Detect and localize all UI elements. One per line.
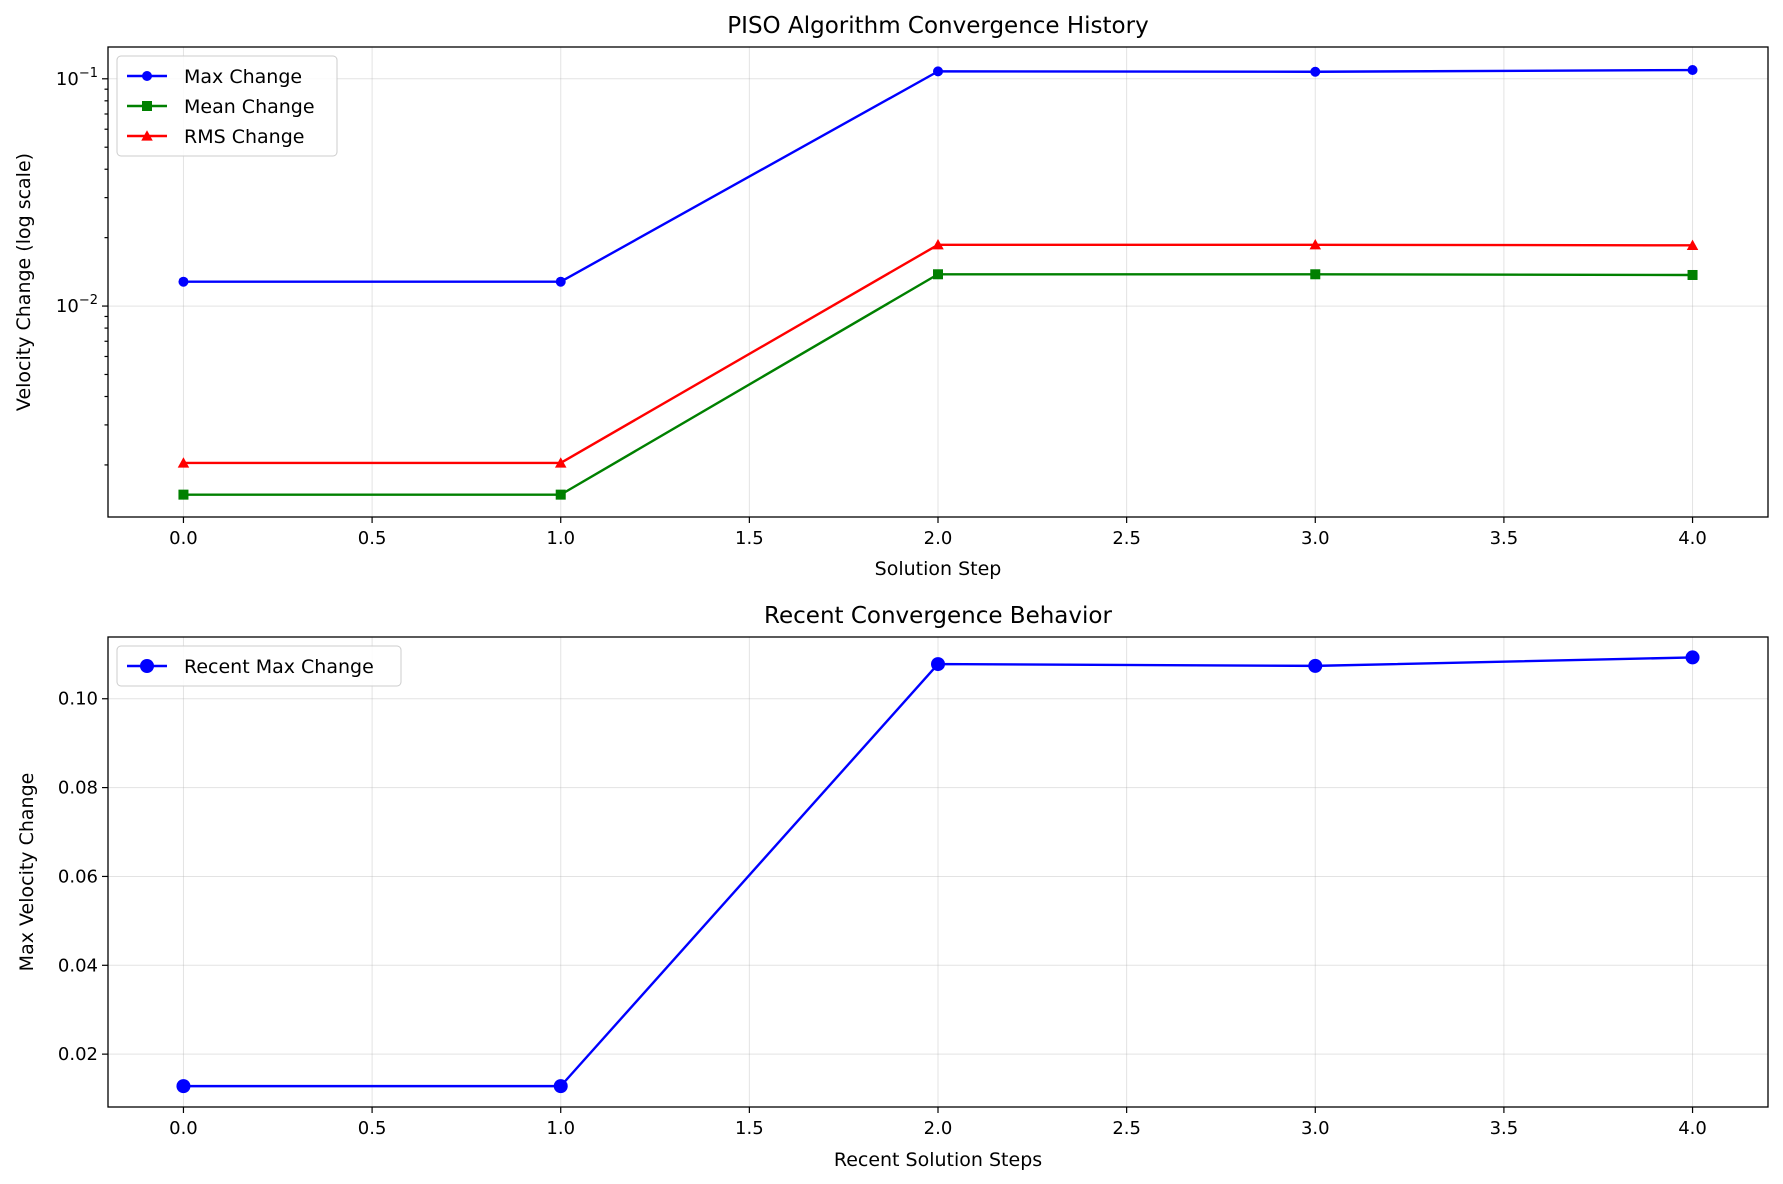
legend-entry: RMS Change <box>127 126 304 148</box>
recent-convergence-chart: Recent Convergence Behavior 0.0 0.5 1.0 1.5… <box>16 603 1769 1171</box>
series-rms-change <box>177 239 1699 468</box>
legend-label: Recent Max Change <box>184 656 374 678</box>
chart-title: Recent Convergence Behavior <box>764 603 1112 629</box>
data-point <box>176 1079 191 1094</box>
x-tick-label: 4.0 <box>1678 528 1707 549</box>
y-tick-label: 10−1 <box>56 66 98 90</box>
y-axis-label: Max Velocity Change <box>16 773 38 972</box>
data-point <box>178 276 189 287</box>
x-tick-label: 1.5 <box>735 1118 764 1139</box>
x-tick-label: 4.0 <box>1678 1118 1707 1139</box>
x-tick-label: 1.0 <box>546 1118 575 1139</box>
y-tick-label: 0.10 <box>58 689 98 710</box>
series-mean-change <box>178 269 1698 500</box>
x-axis-label: Solution Step <box>875 558 1002 580</box>
series-layer <box>176 650 1700 1094</box>
grid <box>108 637 1768 1107</box>
series-max-change <box>178 65 1698 287</box>
y-tick-label: 0.04 <box>58 955 98 976</box>
legend-label: Mean Change <box>184 96 315 118</box>
data-point <box>177 457 190 468</box>
x-tick-label: 2.0 <box>924 528 953 549</box>
legend: Max Change Mean Change RMS Change <box>116 55 338 157</box>
legend-marker <box>140 659 154 673</box>
x-ticks: 0.0 0.5 1.0 1.5 2.0 2.5 3.0 3.5 4.0 <box>169 1107 1707 1139</box>
series-recent-max-change <box>176 650 1700 1094</box>
series-layer <box>177 65 1699 500</box>
x-ticks: 0.0 0.5 1.0 1.5 2.0 2.5 3.0 3.5 4.0 <box>169 517 1707 549</box>
x-tick-label: 0.5 <box>358 528 387 549</box>
data-point <box>933 66 943 77</box>
x-tick-label: 2.0 <box>924 1118 953 1139</box>
data-point <box>932 239 944 250</box>
data-point <box>1310 66 1321 77</box>
legend-entry: Recent Max Change <box>127 656 374 678</box>
data-point <box>178 489 189 500</box>
data-point <box>555 276 566 287</box>
data-point <box>1310 269 1321 280</box>
legend-label: Max Change <box>184 66 302 88</box>
y-ticks: 0.02 0.04 0.06 0.08 0.10 <box>58 689 108 1065</box>
data-point <box>1685 650 1700 665</box>
data-point <box>555 489 566 500</box>
data-point <box>931 657 945 672</box>
legend: Recent Max Change <box>116 645 402 687</box>
x-tick-label: 3.0 <box>1301 528 1330 549</box>
data-point <box>553 1079 568 1094</box>
data-point <box>1687 65 1698 76</box>
legend-entry: Mean Change <box>127 96 315 118</box>
x-tick-label: 3.5 <box>1490 528 1519 549</box>
data-point <box>1687 269 1698 280</box>
x-tick-label: 1.5 <box>735 528 764 549</box>
legend-box <box>116 55 338 157</box>
data-point <box>1309 239 1322 250</box>
legend-label: RMS Change <box>184 126 304 148</box>
legend-entry: Max Change <box>127 66 302 88</box>
x-tick-label: 1.0 <box>546 528 575 549</box>
convergence-history-chart: PISO Algorithm Convergence History 0.0 0.… <box>13 13 1769 580</box>
y-tick-label: 0.06 <box>58 866 98 887</box>
data-point <box>933 269 943 280</box>
legend-box <box>116 645 402 687</box>
chart-title: PISO Algorithm Convergence History <box>727 13 1148 39</box>
x-tick-label: 0.0 <box>169 1118 198 1139</box>
y-tick-label: 10−2 <box>56 293 98 317</box>
legend-marker <box>141 130 153 141</box>
y-axis-label: Velocity Change (log scale) <box>13 153 35 411</box>
x-tick-label: 3.0 <box>1301 1118 1330 1139</box>
y-ticks: 10−1 10−2 <box>56 66 108 466</box>
x-tick-label: 0.5 <box>358 1118 387 1139</box>
x-tick-label: 0.0 <box>169 528 198 549</box>
legend-marker <box>142 101 152 111</box>
y-tick-label: 0.02 <box>58 1044 98 1065</box>
legend-marker <box>142 71 152 81</box>
x-tick-label: 3.5 <box>1490 1118 1519 1139</box>
data-point <box>1308 658 1323 673</box>
x-tick-label: 2.5 <box>1112 1118 1141 1139</box>
x-tick-label: 2.5 <box>1112 528 1141 549</box>
data-point <box>554 457 567 468</box>
y-tick-label: 0.08 <box>58 778 98 799</box>
data-point <box>1686 239 1699 250</box>
x-axis-label: Recent Solution Steps <box>834 1149 1042 1171</box>
